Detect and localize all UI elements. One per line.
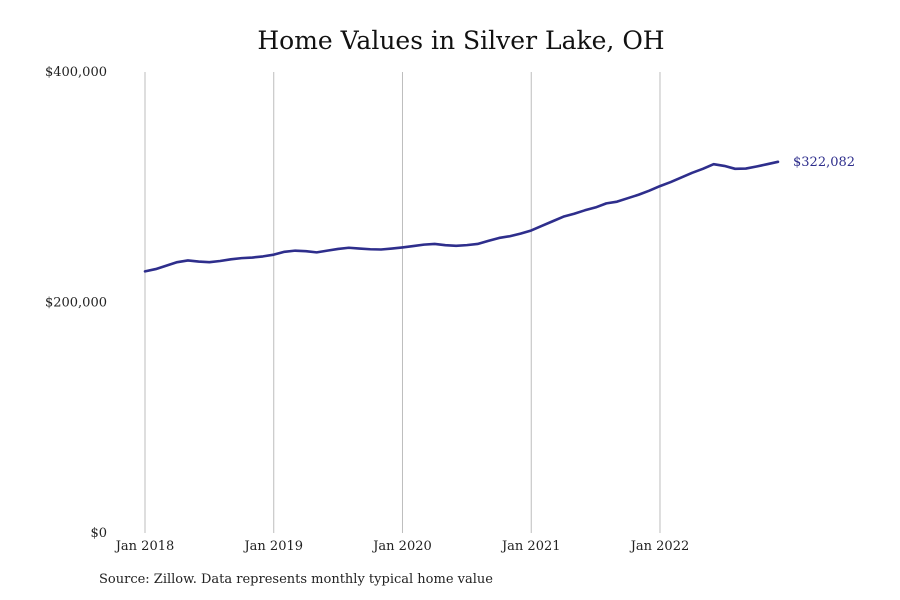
series-line [143, 160, 780, 273]
y-axis-ticks: $0 $200,000 $400,000 [45, 65, 107, 541]
x-tick-label: Jan 2020 [371, 539, 432, 554]
x-axis-ticks: Jan 2018 Jan 2019 Jan 2020 Jan 2021 Jan 2022 [114, 539, 690, 554]
end-value-label: $322,082 [793, 155, 855, 170]
x-tick-label: Jan 2022 [629, 539, 690, 554]
labels-layer: $322,082 [793, 155, 855, 170]
source-note: Source: Zillow. Data represents monthly … [99, 572, 493, 587]
chart-title: Home Values in Silver Lake, OH [257, 26, 665, 55]
x-tick-label: Jan 2018 [114, 539, 175, 554]
y-tick-label: $200,000 [45, 296, 107, 311]
gridlines [144, 72, 661, 533]
series-layer [143, 160, 780, 273]
x-tick-label: Jan 2021 [500, 539, 561, 554]
y-tick-label: $400,000 [45, 65, 107, 80]
y-tick-label: $0 [90, 526, 107, 541]
x-tick-label: Jan 2019 [242, 539, 303, 554]
